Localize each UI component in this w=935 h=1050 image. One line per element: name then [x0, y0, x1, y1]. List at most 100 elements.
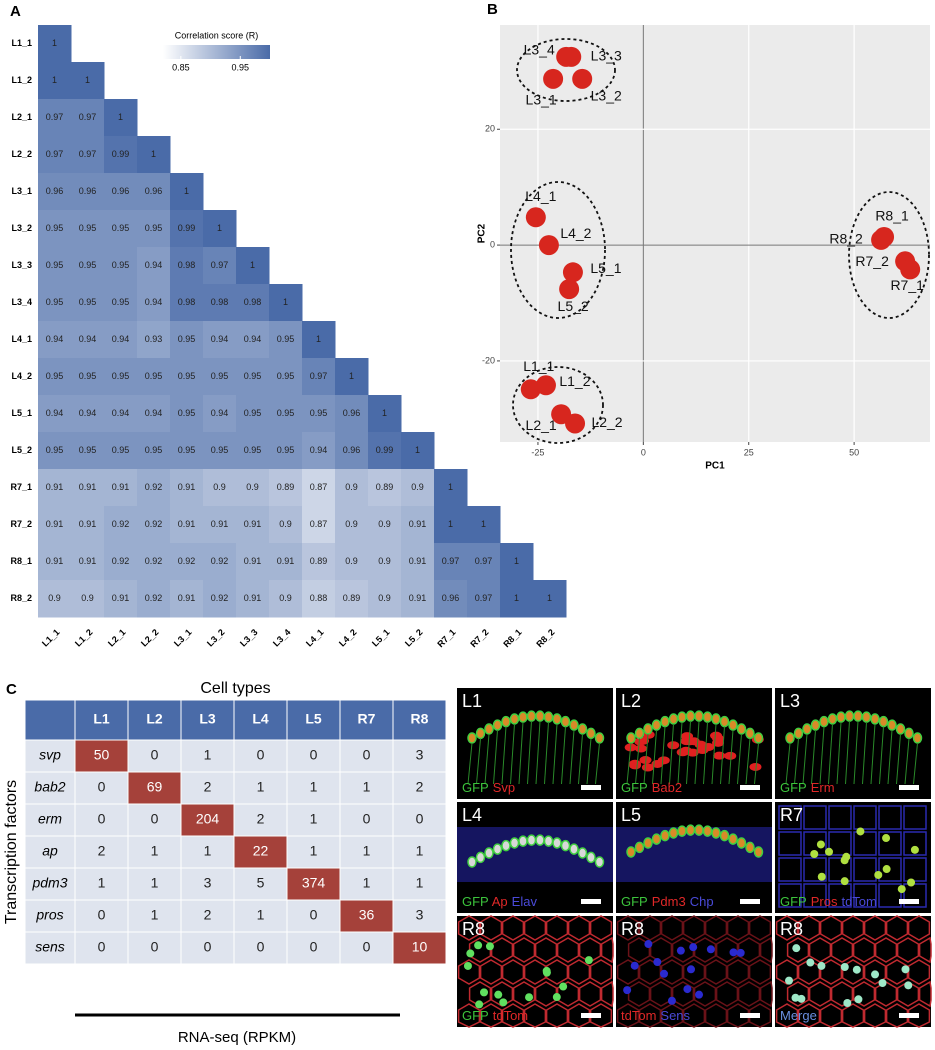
fiber: [652, 730, 657, 785]
nucleus: [753, 846, 764, 858]
heatmap-cell: [104, 506, 138, 544]
row-name: erm: [38, 811, 62, 827]
table-title: Cell types: [200, 680, 270, 697]
cell-value: 0.93: [145, 334, 163, 344]
table-cell: [392, 931, 447, 965]
fiber: [578, 734, 583, 785]
image-label: L3: [780, 691, 800, 711]
nucleus: [856, 827, 865, 836]
fiber: [467, 742, 473, 785]
cell-outline: [808, 937, 832, 963]
nucleus: [509, 713, 520, 725]
nucleus: [724, 751, 737, 760]
cell-value: 0.95: [310, 408, 328, 418]
column-header: L1: [93, 711, 110, 727]
stain-name: Elav: [512, 894, 538, 909]
row-label: L3_4: [11, 297, 32, 307]
heatmap-cell: [203, 284, 237, 322]
cell-outline: [853, 857, 877, 882]
nucleus: [626, 846, 636, 858]
column-header: R8: [411, 711, 429, 727]
stain-legend: GFP tdTom: [462, 1008, 528, 1023]
point: [559, 279, 580, 300]
table-cell: [339, 899, 394, 933]
cell-value: 36: [359, 907, 375, 923]
cell-value: 0.92: [145, 482, 163, 492]
cell-value: 0.95: [244, 371, 262, 381]
nucleus: [753, 732, 764, 744]
nucleus: [653, 958, 662, 967]
nucleus: [745, 841, 755, 854]
nucleus: [492, 843, 503, 855]
heatmap-cell: [38, 210, 72, 248]
cell-value: 0.95: [211, 371, 229, 381]
fiber: [677, 722, 683, 785]
cell-outline: [682, 1003, 706, 1028]
nucleus: [810, 719, 821, 731]
cell-value: 0.9: [378, 519, 391, 529]
heatmap-cell: [71, 247, 105, 285]
cell-value: 0.96: [343, 445, 361, 455]
cell-value: 1: [349, 371, 354, 381]
heatmap-cell: [236, 506, 270, 544]
x-tick-label: 0: [641, 447, 646, 457]
row-label: L5_1: [11, 408, 32, 418]
table-cell: [180, 899, 235, 933]
nucleus: [552, 993, 561, 1002]
point-label: L3_4: [524, 42, 555, 58]
row-label: L2_2: [11, 149, 32, 159]
cell-value: 0.9: [81, 593, 94, 603]
scale-bar: [581, 785, 601, 790]
cell-value: 1: [184, 186, 189, 196]
column-header: L5: [305, 711, 322, 727]
nucleus: [836, 711, 846, 723]
cell-outline: [638, 959, 662, 985]
fiber: [544, 722, 549, 785]
micrograph: L2 GFP Bab2: [616, 688, 772, 799]
heatmap-cell: [401, 432, 435, 470]
table-cell: [180, 803, 235, 837]
heatmap-cell: [38, 543, 72, 581]
fiber: [518, 722, 524, 785]
heatmap-cell: [71, 469, 105, 507]
cell-value: 69: [147, 779, 163, 795]
heatmap-cell: [269, 580, 303, 618]
fiber: [626, 742, 632, 785]
heatmap-cell: [170, 506, 204, 544]
nucleus: [485, 942, 494, 951]
cell-value: 1: [448, 482, 453, 492]
scale-bar: [899, 785, 919, 790]
table-cell: [286, 899, 341, 933]
point-label: L4_2: [560, 225, 591, 241]
cell-outline: [803, 805, 827, 830]
cell-value: 0.97: [475, 556, 493, 566]
heatmap-cell: [401, 543, 435, 581]
nucleus: [728, 833, 738, 845]
heatmap-cell: [335, 395, 369, 433]
fiber: [802, 734, 808, 785]
cell-outline: [874, 981, 898, 1007]
nucleus: [853, 710, 863, 722]
cell-value: 0.96: [79, 186, 97, 196]
fiber: [879, 726, 884, 785]
cell-outline: [589, 959, 613, 985]
nucleus: [711, 827, 721, 839]
cell-outline: [852, 937, 876, 963]
cell-value: 0.9: [378, 556, 391, 566]
cell-value: 0.92: [211, 556, 229, 566]
cell-value: 22: [253, 843, 269, 859]
cell-value: 1: [204, 747, 212, 763]
heatmap-cell: [302, 506, 336, 544]
cell-value: 0.95: [112, 223, 130, 233]
nucleus: [910, 845, 919, 854]
cell-value: 0.95: [211, 445, 229, 455]
cell-outline: [903, 831, 927, 856]
heatmap-cell: [335, 432, 369, 470]
nucleus: [749, 762, 762, 771]
nucleus: [651, 833, 662, 845]
cell-outline: [545, 915, 569, 941]
heatmap-cell: [269, 432, 303, 470]
fiber: [785, 742, 791, 785]
table-cell: [286, 835, 341, 869]
cell-value: 0.95: [145, 445, 163, 455]
